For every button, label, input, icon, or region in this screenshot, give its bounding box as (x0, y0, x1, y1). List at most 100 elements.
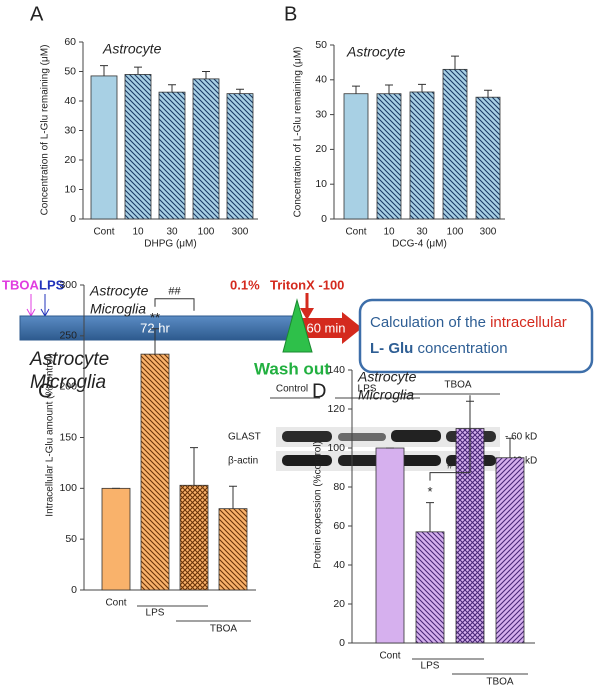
result-box (358, 298, 594, 374)
y-tick-label: 20 (64, 154, 76, 166)
y-tick-label: 0 (321, 213, 327, 225)
cells-label: Astrocyte (29, 349, 109, 370)
bar (101, 487, 131, 591)
y-tick-label: 120 (327, 403, 345, 415)
y-tick-label: 20 (333, 598, 345, 610)
incubation-arrow (292, 312, 362, 344)
error-bar (100, 65, 108, 76)
chart-subtitle: Microglia (358, 387, 414, 403)
tboa-label: TBOA (2, 277, 39, 292)
lane-label: LPS (358, 384, 377, 395)
bar (409, 91, 435, 220)
significance: * (427, 484, 432, 499)
duration: 72 hr (140, 320, 170, 335)
error-bar (451, 55, 459, 70)
y-tick-label: 50 (64, 65, 76, 77)
row-label: β-actin (228, 456, 258, 467)
y-tick-label: 60 (64, 36, 76, 48)
size-label: - 60 kD (505, 432, 537, 443)
error-bar (385, 84, 393, 94)
y-tick-label: 0 (339, 637, 345, 649)
x-tick-label: Cont (105, 598, 126, 609)
x-tick-label: LPS (421, 661, 440, 672)
x-tick-label: 10 (383, 227, 395, 238)
y-tick-label: 60 (333, 520, 345, 532)
bar (158, 91, 186, 220)
x-tick-label: 300 (480, 227, 497, 238)
x-tick-label: 100 (447, 227, 464, 238)
band (338, 433, 386, 441)
bar (475, 96, 501, 220)
panel-label: A (30, 3, 44, 25)
error-bar (190, 447, 198, 486)
bracket (154, 298, 195, 311)
y-axis-label: Concentration of L-Glu remaining (μM) (293, 47, 304, 218)
y-tick-label: 80 (333, 481, 345, 493)
band (282, 455, 332, 466)
y-tick-label: 250 (59, 330, 77, 342)
y-tick-label: 300 (59, 279, 77, 291)
bar (376, 93, 402, 220)
arrow-head (300, 308, 314, 320)
x-axis-label: DHPG (μM) (144, 239, 196, 250)
y-tick-label: 100 (327, 442, 345, 454)
bar (179, 484, 209, 591)
row-label: GLAST (228, 432, 261, 443)
y-tick-label: 0 (71, 584, 77, 596)
wash-label: Wash out (254, 359, 330, 378)
triton-pct: 0.1% (230, 277, 260, 292)
x-axis-label: DCG-4 (μM) (392, 239, 447, 250)
lane-label: TBOA (444, 380, 472, 391)
bar (192, 78, 220, 220)
error-bar (352, 85, 360, 94)
bar (415, 531, 445, 644)
y-axis-label: Protein expession (%control) (313, 441, 324, 569)
band (391, 430, 441, 442)
error-bar (134, 66, 142, 75)
y-tick-label: 20 (315, 143, 327, 155)
box-line2: L- Glu concentration (370, 340, 508, 357)
significance: ## (168, 286, 181, 298)
bar (124, 74, 152, 220)
y-tick-label: 40 (315, 74, 327, 86)
box-line1: Calculation of the intracellular (370, 314, 567, 331)
y-tick-label: 30 (315, 108, 327, 120)
lps-label: LPS (39, 277, 65, 292)
y-tick-label: 140 (327, 364, 345, 376)
x-tick-label: 300 (232, 227, 249, 238)
bar (442, 68, 468, 220)
significance: ** (150, 310, 160, 325)
y-tick-label: 10 (64, 183, 76, 195)
y-tick-label: 50 (65, 533, 77, 545)
group-label: TBOA (486, 677, 514, 688)
blot-strip (276, 427, 500, 447)
error-bar (202, 71, 210, 79)
chart-title: Astrocyte (357, 369, 417, 385)
protocol-diagram: TBOA LPS 72 hr 60 min Wash out 0.1% Trit… (2, 277, 594, 393)
bar (343, 93, 369, 220)
error-bar (418, 83, 426, 92)
error-bar (151, 328, 159, 355)
bar (226, 93, 254, 220)
y-axis-label: Concentration of L-Glu remaining (μM) (40, 45, 51, 216)
y-tick-label: 0 (70, 213, 76, 225)
x-tick-label: 30 (416, 227, 428, 238)
x-tick-label: 10 (132, 227, 144, 238)
error-bar (229, 485, 237, 509)
y-tick-label: 40 (64, 95, 76, 107)
panel-label: D (312, 380, 326, 402)
x-tick-label: LPS (146, 608, 165, 619)
box-highlight: intracellular (490, 314, 567, 331)
incubation: 60 min (306, 320, 345, 335)
lane-label: Control (276, 384, 308, 395)
band (338, 455, 388, 466)
x-tick-label: Cont (345, 227, 366, 238)
group-label: TBOA (210, 624, 238, 635)
error-bar (168, 84, 176, 93)
cells-label: Microglia (30, 372, 106, 393)
timeline-bar (19, 315, 293, 341)
band (282, 431, 332, 442)
bracket (429, 395, 471, 481)
